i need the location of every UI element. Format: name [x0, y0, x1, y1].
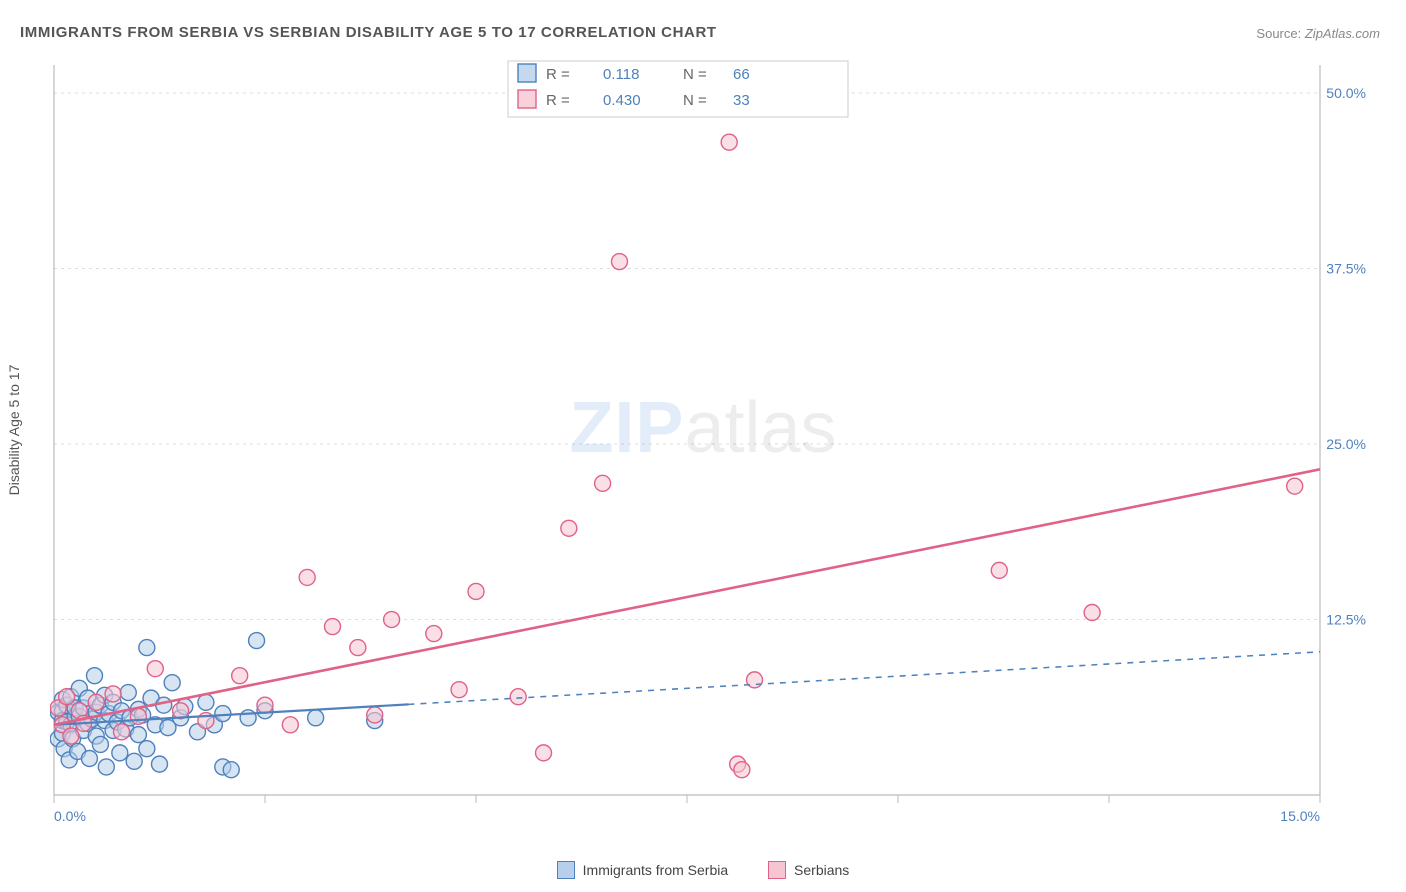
- svg-text:15.0%: 15.0%: [1280, 808, 1320, 824]
- source-value: ZipAtlas.com: [1305, 26, 1380, 41]
- svg-text:33: 33: [733, 92, 750, 109]
- svg-text:0.118: 0.118: [603, 66, 639, 83]
- legend-item-series1: Immigrants from Serbia: [557, 861, 728, 879]
- svg-text:N =: N =: [683, 92, 707, 109]
- svg-text:N =: N =: [683, 66, 707, 83]
- legend-swatch-series1: [557, 861, 575, 879]
- svg-text:0.0%: 0.0%: [54, 808, 86, 824]
- svg-text:R =: R =: [546, 66, 570, 83]
- legend-label-series2: Serbians: [794, 862, 849, 878]
- svg-text:66: 66: [733, 66, 750, 83]
- legend-item-series2: Serbians: [768, 861, 849, 879]
- legend-bottom: Immigrants from Serbia Serbians: [0, 861, 1406, 882]
- legend-label-series1: Immigrants from Serbia: [583, 862, 728, 878]
- svg-text:37.5%: 37.5%: [1326, 261, 1366, 277]
- svg-text:12.5%: 12.5%: [1326, 612, 1366, 628]
- svg-text:25.0%: 25.0%: [1326, 436, 1366, 452]
- source-label: Source:: [1256, 26, 1301, 41]
- source-attribution: Source: ZipAtlas.com: [1256, 26, 1380, 41]
- svg-text:0.430: 0.430: [603, 92, 641, 109]
- chart-title: IMMIGRANTS FROM SERBIA VS SERBIAN DISABI…: [20, 24, 717, 41]
- svg-text:R =: R =: [546, 92, 570, 109]
- y-axis-title: Disability Age 5 to 17: [6, 365, 22, 496]
- svg-text:50.0%: 50.0%: [1326, 85, 1366, 101]
- legend-swatch-series2: [768, 861, 786, 879]
- scatter-plot: 12.5% 25.0% 37.5% 50.0% 0.0% 15.0% R = 0.118 N =…: [50, 55, 1380, 831]
